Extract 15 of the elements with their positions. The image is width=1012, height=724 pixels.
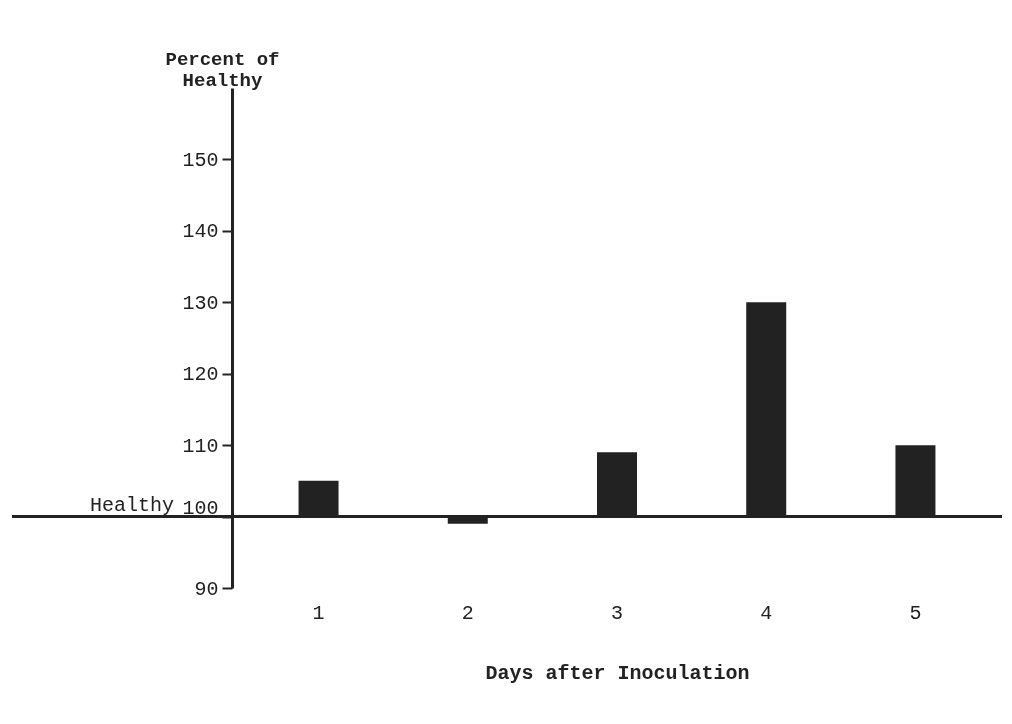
y-axis-title: Percent of Healthy	[165, 48, 280, 92]
x-axis-title: Days after Inoculation	[485, 661, 750, 685]
x-tick-label: 1	[312, 601, 325, 625]
y-tick-label: 130	[182, 291, 219, 315]
x-tick-label: 2	[461, 601, 474, 625]
y-tick-label: 90	[194, 577, 219, 601]
x-tick-label: 5	[909, 601, 922, 625]
x-tick-label: 3	[610, 601, 624, 625]
x-tick-label: 4	[760, 601, 773, 625]
y-tick-label: 150	[182, 148, 219, 172]
y-tick-label: 120	[182, 363, 219, 387]
ref-line-label: Healthy	[89, 493, 174, 517]
y-tick-label: 100	[182, 497, 219, 521]
y-tick-label: 140	[182, 220, 219, 244]
y-tick-label: 110	[182, 434, 219, 458]
